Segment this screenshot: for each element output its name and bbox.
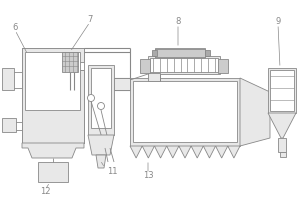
Circle shape bbox=[98, 102, 104, 110]
Bar bbox=[91, 68, 111, 128]
Polygon shape bbox=[154, 146, 167, 158]
Bar bbox=[155, 48, 205, 58]
Bar bbox=[278, 138, 286, 152]
Polygon shape bbox=[179, 146, 191, 158]
Bar bbox=[62, 48, 84, 70]
Bar bbox=[133, 81, 237, 142]
Text: 8: 8 bbox=[175, 18, 181, 26]
Text: 7: 7 bbox=[87, 16, 93, 24]
Bar bbox=[62, 48, 84, 70]
Polygon shape bbox=[203, 146, 216, 158]
Bar bbox=[150, 58, 218, 72]
Text: 12: 12 bbox=[40, 188, 50, 196]
Bar bbox=[62, 52, 78, 72]
Polygon shape bbox=[130, 146, 142, 158]
Polygon shape bbox=[22, 48, 84, 143]
Text: 13: 13 bbox=[143, 171, 153, 180]
Bar bbox=[280, 152, 286, 157]
Bar bbox=[2, 118, 16, 132]
Polygon shape bbox=[216, 146, 228, 158]
Polygon shape bbox=[96, 155, 106, 168]
Bar bbox=[268, 68, 296, 113]
Bar bbox=[140, 59, 150, 73]
Polygon shape bbox=[240, 78, 270, 146]
Text: 11: 11 bbox=[107, 168, 117, 176]
Bar bbox=[38, 162, 68, 182]
Circle shape bbox=[88, 95, 94, 102]
Bar bbox=[22, 48, 84, 143]
Polygon shape bbox=[142, 146, 154, 158]
Bar bbox=[155, 49, 205, 57]
Bar bbox=[130, 78, 240, 146]
Text: 6: 6 bbox=[12, 23, 18, 32]
Polygon shape bbox=[167, 146, 179, 158]
Polygon shape bbox=[22, 143, 84, 158]
Bar bbox=[270, 70, 294, 111]
Polygon shape bbox=[268, 113, 296, 138]
Bar bbox=[205, 50, 210, 56]
Text: 9: 9 bbox=[275, 18, 281, 26]
Bar bbox=[2, 68, 14, 90]
Polygon shape bbox=[228, 146, 240, 158]
Bar bbox=[148, 73, 160, 81]
Bar bbox=[88, 65, 114, 135]
Bar bbox=[148, 56, 220, 74]
Polygon shape bbox=[88, 135, 114, 155]
Bar bbox=[152, 50, 157, 56]
Polygon shape bbox=[191, 146, 203, 158]
Bar bbox=[25, 52, 80, 110]
Bar bbox=[114, 78, 130, 90]
Bar bbox=[218, 59, 228, 73]
